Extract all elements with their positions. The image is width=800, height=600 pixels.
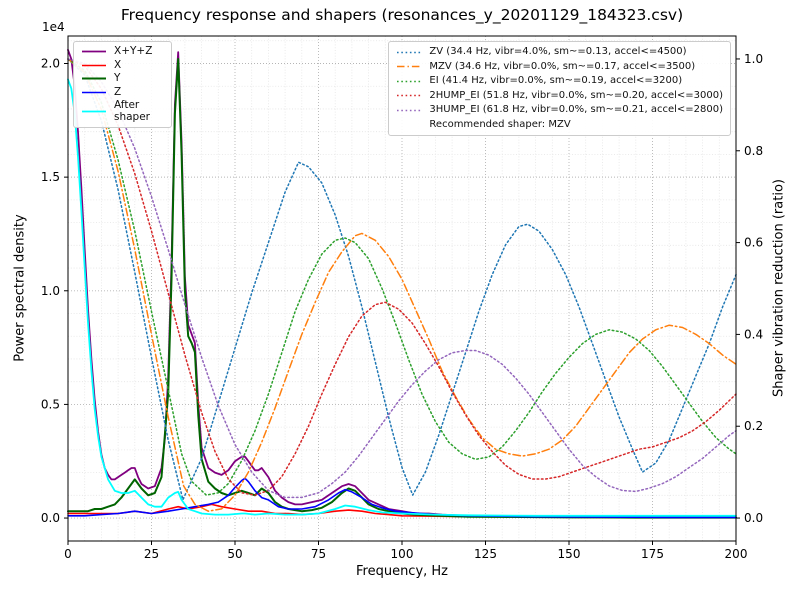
legend-label: After shaper [114, 99, 151, 123]
legend-item: Z [81, 85, 164, 99]
legend-label: ZV (34.4 Hz, vibr=4.0%, sm~=0.13, accel<… [429, 46, 687, 57]
y-right-tick-label: 0.2 [744, 419, 763, 433]
y-axis-offset-text: 1e4 [42, 20, 65, 34]
x-tick-label: 75 [311, 547, 326, 561]
legend-item: X+Y+Z [81, 45, 164, 58]
legend-label: 2HUMP_EI (51.8 Hz, vibr=0.0%, sm~=0.20, … [429, 89, 723, 101]
legend-line-swatch [82, 91, 106, 94]
legend-line-swatch [397, 109, 422, 111]
x-tick-label: 175 [641, 547, 664, 561]
legend-swatch-spacer [396, 119, 422, 130]
x-tick-label: 200 [725, 547, 748, 561]
legend-label: 3HUMP_EI (61.8 Hz, vibr=0.0%, sm~=0.21, … [429, 104, 723, 115]
legend-line-swatch [397, 80, 422, 82]
legend-line-swatch [397, 51, 422, 53]
legend-item: 3HUMP_EI (61.8 Hz, vibr=0.0%, sm~=0.21, … [396, 104, 723, 117]
legend-item: After shaper [81, 99, 164, 123]
x-axis-label: Frequency, Hz [355, 564, 449, 579]
legend-shapers: ZV (34.4 Hz, vibr=4.0%, sm~=0.13, accel<… [388, 41, 731, 136]
y-right-tick-label: 0.8 [744, 144, 763, 158]
x-tick-label: 0 [64, 547, 72, 561]
y-left-tick-label: 1.0 [41, 284, 60, 298]
series-lines [67, 49, 737, 519]
series-3hump-ei [67, 58, 737, 499]
legend-line-swatch [82, 64, 106, 67]
legend-label: MZV (34.6 Hz, vibr=0.0%, sm~=0.17, accel… [429, 60, 696, 72]
chart-title: Frequency response and shapers (resonanc… [120, 6, 684, 24]
legend-item: ZV (34.4 Hz, vibr=4.0%, sm~=0.13, accel<… [396, 46, 723, 59]
series-y [67, 58, 737, 519]
y-left-tick-label: 1.5 [41, 170, 60, 184]
legend-item: X [81, 58, 164, 72]
legend-label: Z [114, 85, 122, 98]
x-tick-label: 150 [558, 547, 581, 561]
legend-item: MZV (34.6 Hz, vibr=0.0%, sm~=0.17, accel… [396, 61, 723, 74]
y-left-tick-label: 0.0 [41, 511, 60, 525]
y-right-tick-label: 0.6 [744, 236, 763, 250]
legend-label: Y [114, 72, 121, 84]
legend-label: Recommended shaper: MZV [429, 118, 571, 130]
series-zv [67, 58, 737, 501]
legend-label: X [114, 58, 122, 71]
legend-label: EI (41.4 Hz, vibr=0.0%, sm~=0.19, accel<… [429, 75, 683, 86]
axes-frame: 0 25 50 75 100 125 150 175 200 0.0 0.5 1.0 1.5 2.0 0.0… [41, 35, 763, 561]
legend-item: Y [81, 72, 164, 85]
y-right-tick-label: 1.0 [744, 52, 763, 66]
x-tick-label: 25 [144, 547, 159, 561]
y-left-tick-label: 2.0 [41, 57, 60, 71]
legend-line-swatch [397, 95, 422, 97]
series-2hump-ei [67, 58, 737, 496]
legend-line-swatch [82, 50, 106, 53]
legend-psd: X+Y+Z X Y Z After shaper [73, 41, 172, 128]
series-mzv [67, 58, 737, 512]
series-after-shaper [67, 78, 737, 517]
series-x-y-z [67, 49, 737, 519]
y-right-tick-label: 0.0 [744, 511, 763, 525]
legend-line-swatch [82, 77, 106, 80]
series-ei [67, 58, 737, 496]
x-tick-label: 50 [227, 547, 242, 561]
x-tick-label: 125 [474, 547, 497, 561]
y-left-tick-label: 0.5 [41, 397, 60, 411]
y-right-tick-label: 0.4 [744, 327, 763, 341]
legend-item: Recommended shaper: MZV [396, 119, 723, 132]
legend-item: EI (41.4 Hz, vibr=0.0%, sm~=0.19, accel<… [396, 75, 723, 88]
x-tick-label: 100 [391, 547, 414, 561]
legend-line-swatch [397, 66, 422, 68]
legend-label: X+Y+Z [114, 45, 153, 57]
legend-line-swatch [82, 110, 106, 113]
legend-item: 2HUMP_EI (51.8 Hz, vibr=0.0%, sm~=0.20, … [396, 90, 723, 103]
